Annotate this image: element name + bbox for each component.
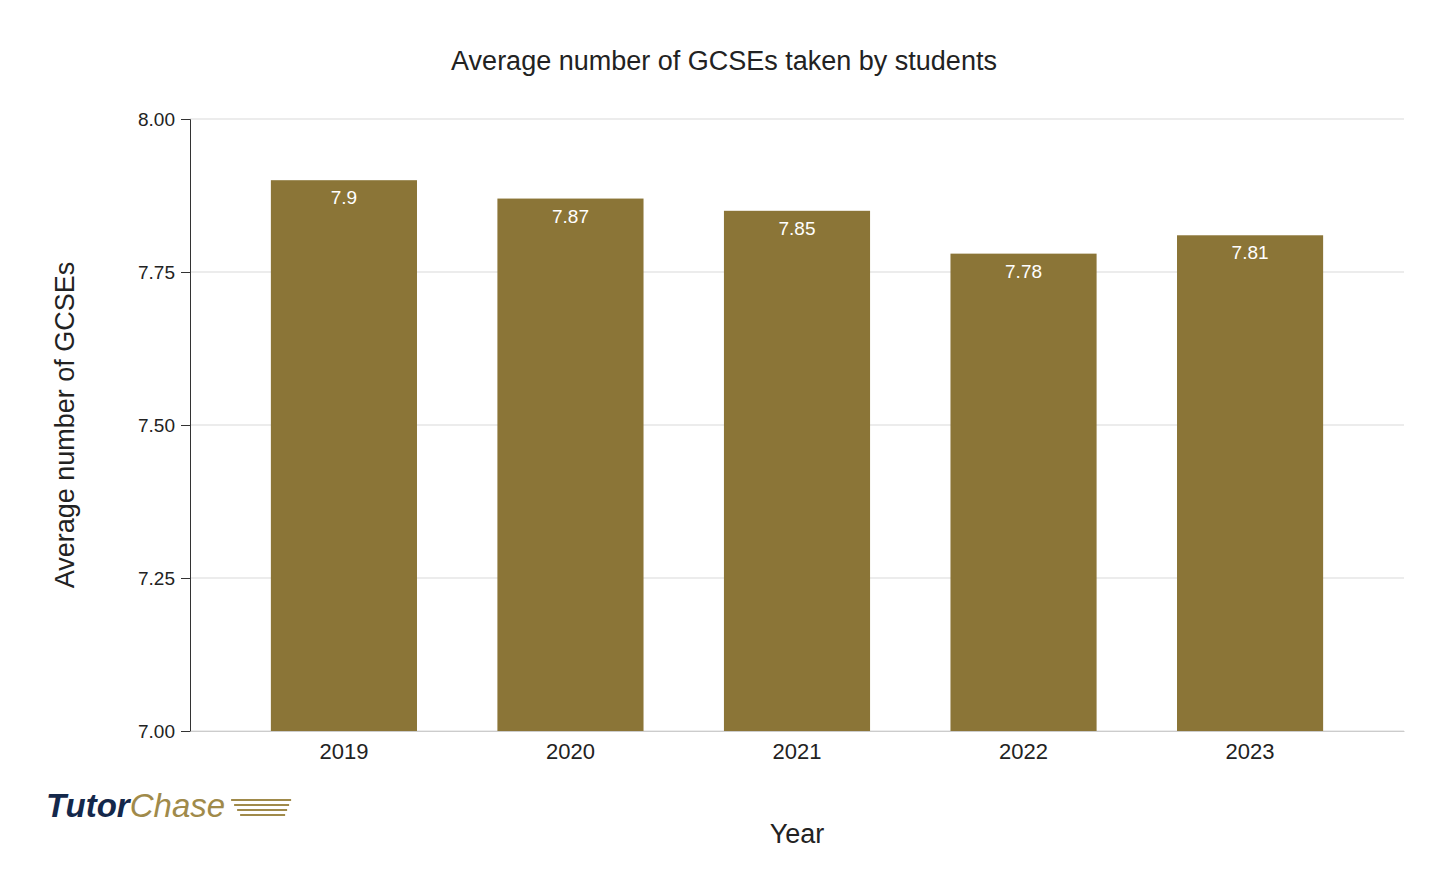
x-tick: 2023: [1226, 731, 1275, 764]
data-label: 7.81: [1232, 242, 1269, 263]
y-tick: 7.50: [138, 415, 190, 436]
y-axis: 7.00 7.25 7.50 7.75 8.00: [138, 109, 190, 742]
y-tick-mark: [181, 119, 190, 120]
y-tick-mark: [181, 731, 190, 732]
y-tick-label: 7.25: [138, 568, 175, 589]
y-tick-label: 7.75: [138, 262, 175, 283]
y-tick-label: 7.00: [138, 721, 175, 742]
y-tick-mark: [181, 272, 190, 273]
bar: [724, 211, 870, 731]
x-tick-label: 2020: [546, 739, 595, 764]
grid-line: [190, 119, 1404, 120]
x-tick: 2022: [999, 731, 1048, 764]
x-tick: 2021: [773, 731, 822, 764]
watermark-stripe: [237, 809, 287, 811]
grid: [190, 119, 1404, 731]
watermark-stripe: [231, 799, 291, 801]
x-tick-label: 2019: [319, 739, 368, 764]
y-tick: 7.25: [138, 568, 190, 589]
watermark-part: Chase: [130, 787, 225, 824]
y-tick-mark: [181, 578, 190, 579]
y-tick: 8.00: [138, 109, 190, 130]
data-label: 7.9: [331, 187, 357, 208]
y-tick: 7.75: [138, 262, 190, 283]
y-axis-title: Average number of GCSEs: [50, 262, 80, 589]
x-tick-label: 2023: [1226, 739, 1275, 764]
x-tick: 2019: [319, 731, 368, 764]
watermark-part: Tutor: [46, 787, 132, 824]
x-axis-title: Year: [770, 819, 825, 849]
x-axis-line: [191, 731, 1405, 732]
y-tick-label: 7.50: [138, 415, 175, 436]
bar: [271, 180, 417, 731]
data-label: 7.87: [552, 206, 589, 227]
title: Average number of GCSEs taken by student…: [451, 46, 997, 76]
x-tick: 2020: [546, 731, 595, 764]
chart: 7.9 7.87 7.85 7.78 7.81 7.00 7.25 7.50 7.75 8.00 2…: [0, 0, 1448, 896]
bar: [1177, 235, 1323, 731]
y-tick: 7.00: [138, 721, 190, 742]
watermark: TutorChase: [46, 787, 291, 824]
data-label: 7.78: [1005, 261, 1042, 282]
data-label: 7.85: [779, 218, 816, 239]
watermark-stripe: [240, 814, 285, 816]
bar: [497, 199, 643, 731]
bar: [950, 254, 1096, 731]
x-tick-label: 2021: [773, 739, 822, 764]
bars: [271, 180, 1323, 731]
x-tick-label: 2022: [999, 739, 1048, 764]
watermark-stripe: [234, 804, 289, 806]
y-tick-label: 8.00: [138, 109, 175, 130]
y-tick-mark: [181, 425, 190, 426]
data-labels: 7.9 7.87 7.85 7.78 7.81: [331, 187, 1269, 281]
watermark-text: TutorChase: [46, 787, 225, 824]
y-axis-line: [181, 120, 191, 732]
x-axis: 2019 2020 2021 2022 2023: [191, 731, 1405, 764]
